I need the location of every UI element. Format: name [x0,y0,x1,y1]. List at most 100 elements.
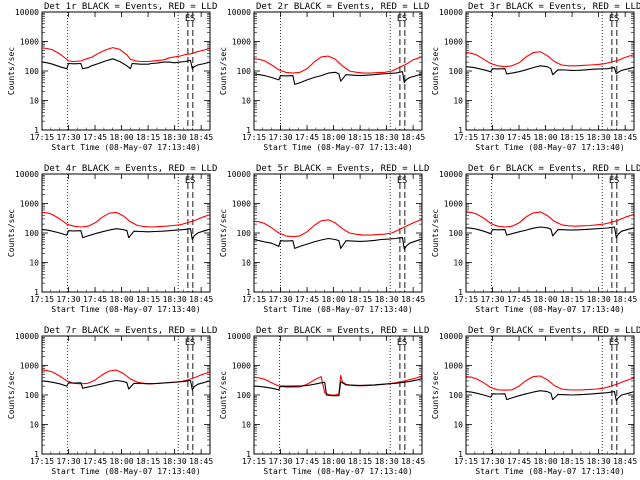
panel-7: Det 7r BLACK = Events, RED = LLD 1 10 100 10… [7,326,217,476]
panel-1: Det 1r BLACK = Events, RED = LLD 1 10 100 10… [7,2,217,152]
y-tick-label: 10 [453,97,463,106]
x-tick-label: 17:45 [507,295,531,304]
x-tick-label: 18:00 [110,295,134,304]
x-tick-label: 17:15 [30,133,54,142]
plot-frame [465,173,635,293]
panel-4: Det 4r BLACK = Events, RED = LLD 1 10 100 10… [7,164,217,314]
panel-2: Det 2r BLACK = Events, RED = LLD 1 10 100 10… [219,2,429,152]
y-tick-label: 10000 [227,8,251,17]
y-axis-label: Counts/sec [7,47,16,95]
x-tick-label: 18:15 [136,457,160,466]
y-tick-label: 10 [241,97,251,106]
panel-9: Det 9r BLACK = Events, RED = LLD 1 10 100 10… [431,326,640,476]
y-tick-label: 10000 [439,8,463,17]
y-tick-label: 1000 [232,38,251,47]
x-axis-label: Start Time (08-May-07 17:13:40) [475,305,624,314]
x-tick-label: 18:15 [560,133,584,142]
x-tick-label: 17:30 [480,133,504,142]
x-tick-label: 17:30 [480,295,504,304]
y-tick-label: 1000 [232,200,251,209]
y-tick-label: 100 [237,229,252,238]
plot-frame [253,11,423,131]
x-axis-label: Start Time (08-May-07 17:13:40) [263,467,412,476]
marker-label-e: E [185,176,190,186]
x-tick-label: 17:15 [242,133,266,142]
y-tick-label: 1 [34,288,39,297]
x-tick-label: 18:30 [163,295,187,304]
lld-curve [253,218,423,238]
events-curve [465,65,635,76]
y-tick-label: 100 [25,229,40,238]
x-axis-label: Start Time (08-May-07 17:13:40) [51,143,200,152]
x-tick-label: 18:15 [136,295,160,304]
x-tick-label: 17:45 [295,133,319,142]
y-axis-label: Counts/sec [7,209,16,257]
panel-title: Det 9r BLACK = Events, RED = LLD [468,326,640,336]
y-tick-label: 1 [246,126,251,135]
marker-label-e: E [609,176,614,186]
marker-label-e: E [397,14,402,24]
y-tick-label: 1 [458,450,463,459]
y-tick-label: 10000 [439,332,463,341]
x-tick-label: 17:30 [268,457,292,466]
marker-label-s: S [614,338,619,348]
marker-label-s: S [614,14,619,24]
x-tick-label: 18:15 [348,295,372,304]
marker-label-e: E [609,14,614,24]
x-tick-label: 17:45 [83,133,107,142]
marker-label-e: E [397,338,402,348]
y-tick-label: 1000 [20,38,39,47]
y-axis-label: Counts/sec [219,47,228,95]
x-tick-label: 18:15 [560,457,584,466]
y-tick-label: 10 [241,259,251,268]
x-tick-label: 18:15 [136,133,160,142]
x-tick-label: 17:45 [83,295,107,304]
y-tick-label: 10000 [227,170,251,179]
x-tick-label: 18:15 [348,457,372,466]
events-curve [41,379,211,391]
x-tick-label: 17:15 [454,457,478,466]
x-tick-label: 18:45 [189,457,213,466]
y-tick-label: 1 [246,450,251,459]
x-tick-label: 18:15 [348,133,372,142]
marker-label-s: S [190,338,195,348]
y-tick-label: 1000 [20,362,39,371]
panel-title: Det 3r BLACK = Events, RED = LLD [468,2,640,12]
y-tick-label: 10 [453,421,463,430]
plot-frame [41,11,211,131]
x-tick-label: 17:15 [242,457,266,466]
y-tick-label: 100 [449,391,464,400]
plot-frame [253,335,423,455]
panel-title: Det 4r BLACK = Events, RED = LLD [44,164,217,174]
y-axis-label: Counts/sec [219,371,228,419]
marker-label-s: S [190,14,195,24]
y-tick-label: 10000 [15,332,39,341]
y-tick-label: 1000 [232,362,251,371]
lld-curve [465,375,635,391]
y-tick-label: 1 [246,288,251,297]
marker-label-e: E [185,338,190,348]
events-curve [465,226,635,239]
y-axis-label: Counts/sec [431,47,440,95]
y-axis-label: Counts/sec [7,371,16,419]
lld-curve [253,55,423,74]
events-curve [41,58,211,70]
y-tick-label: 10000 [439,170,463,179]
y-tick-label: 1000 [444,362,463,371]
x-tick-label: 17:15 [454,295,478,304]
x-tick-label: 17:15 [242,295,266,304]
events-curve [253,378,423,397]
x-axis-label: Start Time (08-May-07 17:13:40) [51,305,200,314]
x-axis-label: Start Time (08-May-07 17:13:40) [263,143,412,152]
y-tick-label: 100 [237,391,252,400]
x-tick-label: 18:30 [375,295,399,304]
panel-8: Det 8r BLACK = Events, RED = LLD 1 10 100 10… [219,326,429,476]
x-tick-label: 18:00 [534,295,558,304]
x-tick-label: 18:30 [163,133,187,142]
x-axis-label: Start Time (08-May-07 17:13:40) [51,467,200,476]
y-tick-label: 10000 [227,332,251,341]
marker-label-e: E [185,14,190,24]
x-tick-label: 18:30 [375,457,399,466]
plot-frame [41,335,211,455]
